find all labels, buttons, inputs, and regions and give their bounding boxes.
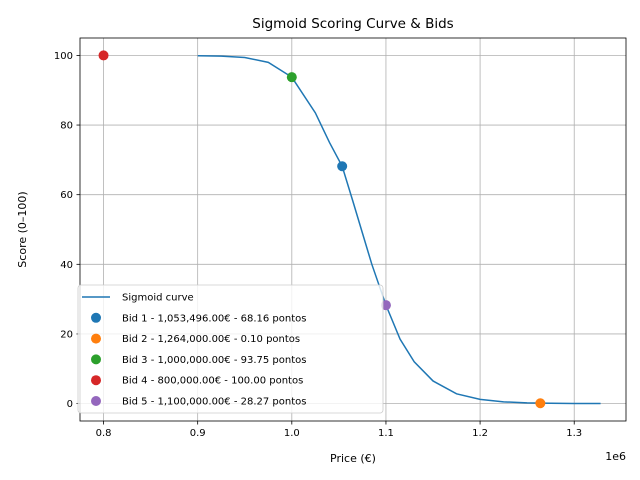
legend-bid-3-swatch [91,354,101,365]
legend-bid-2-swatch [91,333,101,344]
plot-frame [79,37,627,422]
x-tick-label: 0.8 [96,428,112,439]
legend-bid-3-label: Bid 3 - 1,000,000.00€ - 93.75 pontos [122,355,306,366]
x-axis-ticks: 0.8 0.9 1.0 1.1 1.2 1.3 [96,421,582,439]
legend-bid-1-label: Bid 1 - 1,053,496.00€ - 68.16 pontos [122,313,306,324]
bid-2-point [535,398,546,409]
bid-4-point [98,50,109,61]
x-tick-label: 1.0 [284,428,300,439]
legend-bid-4-label: Bid 4 - 800,000.00€ - 100.00 pontos [122,376,303,387]
y-tick-label: 40 [60,260,73,271]
y-tick-label: 60 [60,190,73,201]
legend-curve-label: Sigmoid curve [122,293,194,304]
y-axis-ticks: 0 20 40 60 80 100 [54,51,80,410]
legend-box [77,284,384,414]
bid-3-point [286,72,297,83]
legend: Sigmoid curve Bid 1 - 1,053,496.00€ - 68.… [77,284,384,414]
y-tick-label: 20 [60,329,73,340]
x-tick-label: 1.2 [472,428,488,439]
bid-1-point [337,161,348,172]
legend-bid-1-swatch [91,312,101,323]
y-tick-label: 0 [67,399,73,410]
x-axis-label: Price (€) [330,452,376,465]
legend-bid-2-label: Bid 2 - 1,264,000.00€ - 0.10 pontos [122,334,300,345]
x-tick-label: 1.3 [566,428,582,439]
legend-bid-5-label: Bid 5 - 1,100,000.00€ - 28.27 pontos [122,397,306,408]
x-tick-label: 0.9 [190,428,206,439]
legend-bid-5-swatch [91,396,101,406]
x-tick-label: 1.1 [378,428,394,439]
y-axis-label: Score (0–100) [16,191,29,267]
x-axis-offset-label: 1e6 [605,450,626,463]
bid-5-point [380,300,391,311]
bid-points [98,50,546,409]
y-tick-label: 80 [60,121,73,132]
legend-bid-4-swatch [91,375,101,386]
chart-title: Sigmoid Scoring Curve & Bids [252,16,453,32]
y-tick-label: 100 [54,51,73,62]
